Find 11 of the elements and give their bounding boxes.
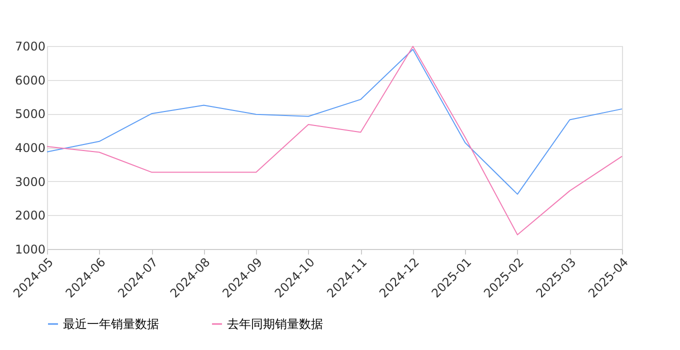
y-tick-label: 6000	[14, 73, 46, 88]
line-series	[46, 46, 622, 236]
y-tick-label: 1000	[14, 242, 46, 256]
y-tick-label: 3000	[14, 174, 46, 189]
y-tick-label: 2000	[14, 208, 46, 223]
line-series	[46, 48, 622, 195]
y-tick-label: 4000	[14, 141, 46, 155]
legend-label: 最近一年销量数据	[63, 317, 159, 331]
y-tick-label: 5000	[14, 107, 46, 122]
legend-label: 去年同期销量数据	[227, 317, 323, 331]
y-tick-label: 7000	[14, 40, 46, 54]
